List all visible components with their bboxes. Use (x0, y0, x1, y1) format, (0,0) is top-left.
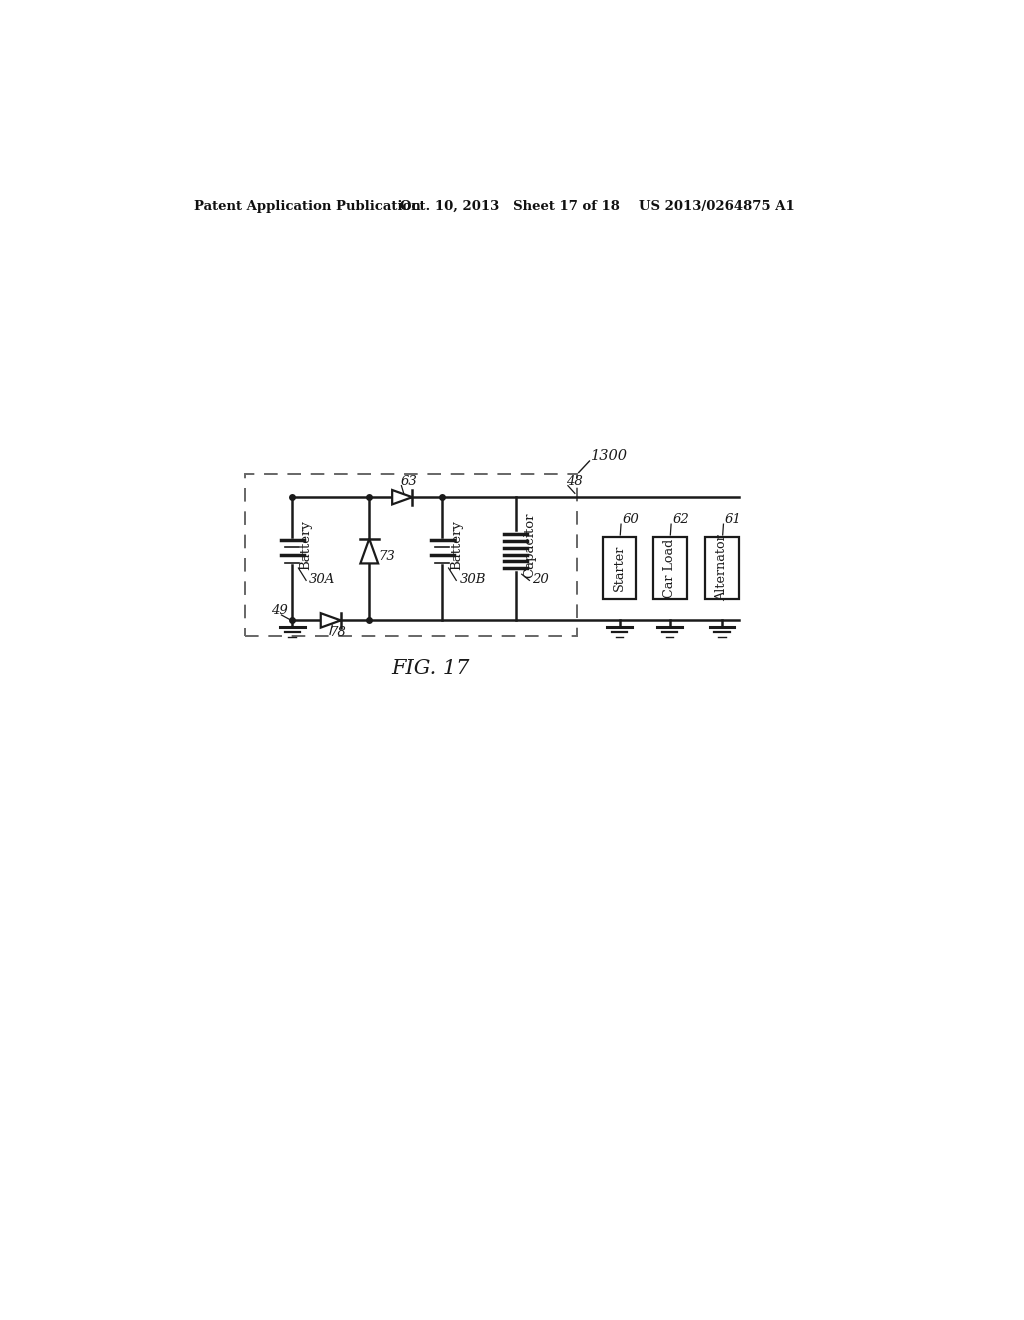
Bar (602, 537, 637, 599)
Text: 60: 60 (623, 513, 639, 527)
Text: 73: 73 (379, 550, 395, 564)
Text: 48: 48 (566, 475, 583, 488)
Text: 1300: 1300 (591, 449, 628, 463)
Text: 30B: 30B (460, 573, 485, 586)
Text: 61: 61 (725, 513, 741, 527)
Text: US 2013/0264875 A1: US 2013/0264875 A1 (639, 199, 795, 213)
Text: Car Load: Car Load (664, 539, 676, 598)
Text: Starter: Starter (613, 545, 626, 591)
Polygon shape (321, 614, 341, 627)
Bar (705, 537, 739, 599)
Text: Oct. 10, 2013   Sheet 17 of 18: Oct. 10, 2013 Sheet 17 of 18 (400, 199, 620, 213)
Polygon shape (392, 490, 413, 504)
Bar (652, 537, 686, 599)
Text: Battery: Battery (300, 520, 312, 570)
Text: 20: 20 (532, 573, 549, 586)
Text: 49: 49 (270, 605, 288, 618)
Text: 78: 78 (330, 626, 346, 639)
Text: Battery: Battery (450, 520, 463, 570)
Text: 63: 63 (400, 475, 418, 488)
Text: FIG. 17: FIG. 17 (391, 659, 470, 677)
Text: 30A: 30A (309, 573, 336, 586)
Polygon shape (360, 539, 378, 564)
Text: Patent Application Publication: Patent Application Publication (194, 199, 421, 213)
Text: Alternator: Alternator (716, 535, 728, 602)
Text: 62: 62 (673, 513, 689, 527)
Text: Capacitor: Capacitor (523, 512, 536, 578)
